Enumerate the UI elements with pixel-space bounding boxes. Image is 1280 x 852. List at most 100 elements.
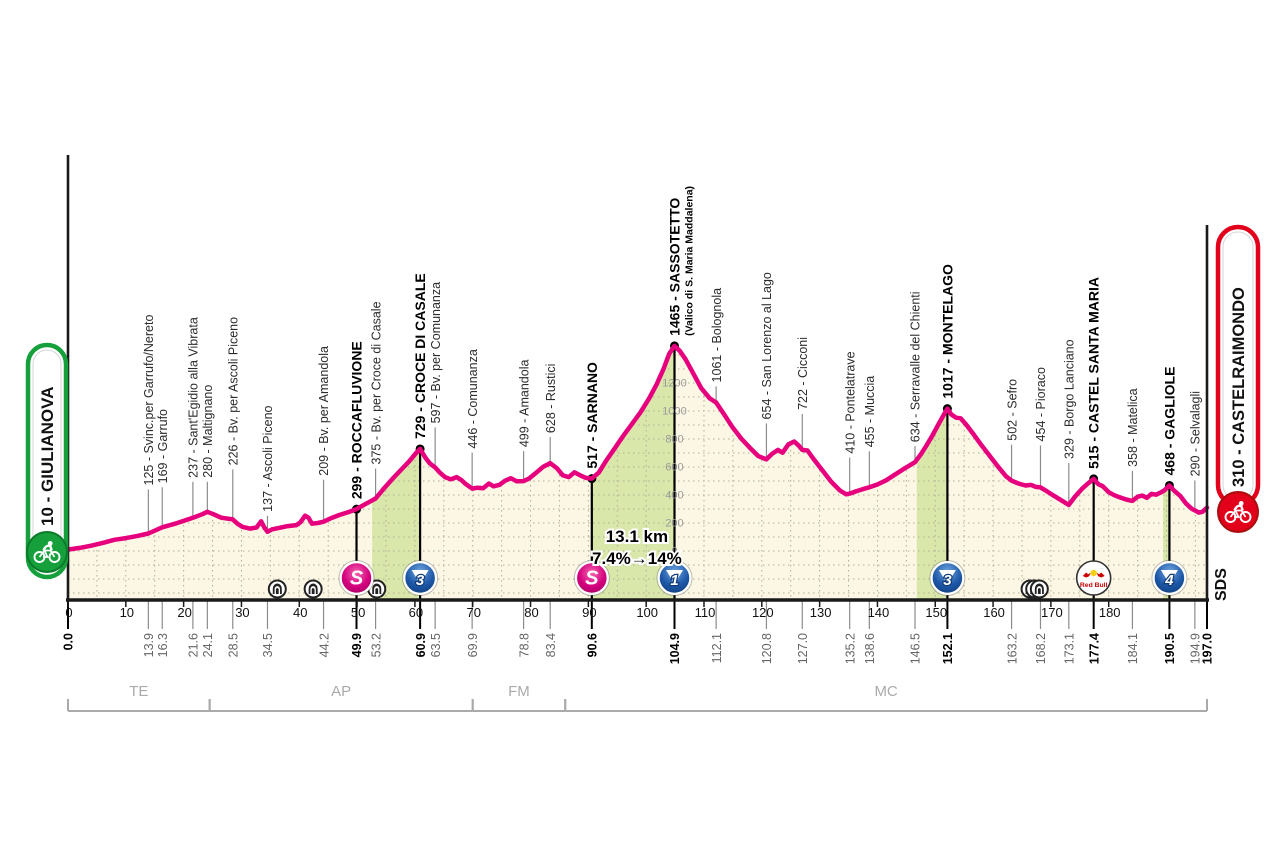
- waypoint-label: 654 - San Lorenzo al Lago: [760, 272, 774, 419]
- waypoint-label: 597 - Bv. per Comunanza: [429, 282, 443, 424]
- start-badge: 10 - GIULIANOVA: [25, 342, 69, 580]
- waypoint-label: 628 - Rustici: [544, 364, 558, 433]
- km-label: 190.5: [1163, 633, 1177, 664]
- km-label: 78.8: [517, 633, 531, 657]
- marker-sprint: S: [573, 560, 610, 596]
- km-label: 112.1: [710, 633, 724, 663]
- x-tick-label: 70: [466, 605, 480, 620]
- waypoint: 729 - CROCE DI CASALE 60.9: [412, 273, 428, 657]
- km-label: 138.6: [863, 633, 877, 664]
- km-label: 194.9: [1189, 633, 1203, 664]
- tunnels: [267, 579, 1049, 599]
- x-tick-label: 130: [810, 605, 832, 620]
- waypoint-label: 290 - Selvalagli: [1189, 391, 1203, 476]
- waypoint-label: 468 - GAGLIOLE: [1161, 367, 1177, 476]
- x-tick-label: 50: [351, 605, 365, 620]
- waypoint-label: 634 - Serravalle del Chienti: [909, 291, 923, 442]
- start-circle: [26, 531, 68, 573]
- waypoint: 628 - Rustici 83.4: [544, 364, 558, 658]
- waypoint: 446 - Comunanza 69.9: [466, 349, 480, 657]
- waypoint-label: 1465 - SASSOTETTO: [667, 198, 683, 336]
- waypoint: 410 - Pontelatrave 135.2: [843, 351, 857, 664]
- x-tick-label: 170: [1041, 605, 1063, 620]
- tunnel-icon: [303, 579, 323, 599]
- km-label: 49.9: [350, 633, 364, 657]
- province-label: FM: [508, 683, 530, 700]
- province-label: AP: [331, 683, 351, 700]
- kom-category-number: 1: [670, 572, 678, 589]
- km-label: 146.5: [909, 633, 923, 664]
- km-label: 90.6: [586, 633, 600, 657]
- climb-note: 13.1 km: [606, 527, 668, 546]
- x-tick-label: 150: [925, 605, 947, 620]
- kom-triangle: [411, 570, 429, 584]
- tunnel-icon: [267, 579, 287, 599]
- km-label: 24.1: [201, 633, 215, 657]
- finish-circle: [1217, 491, 1259, 533]
- start-town-label: 10 - GIULIANOVA: [38, 387, 57, 526]
- province-label: MC: [874, 683, 897, 700]
- start-badge-pill: [25, 342, 69, 580]
- waypoint: 597 - Bv. per Comunanza 63.5: [429, 282, 443, 657]
- waypoint-label: 280 - Maltignano: [201, 385, 215, 478]
- waypoint: 280 - Maltignano 24.1: [201, 385, 215, 658]
- redbull-label: Red Bull: [1080, 582, 1108, 589]
- redbull-sun: [1090, 569, 1097, 577]
- waypoint-label: 1061 - Bolognola: [710, 288, 724, 383]
- x-tick-label: 160: [983, 605, 1005, 620]
- waypoint: 358 - Matelica 184.1: [1126, 388, 1140, 664]
- elevation-scale-label: 800: [665, 434, 683, 446]
- waypoint-label: 722 - Cicconi: [796, 337, 810, 410]
- kom-triangle: [938, 570, 956, 584]
- x-tick-label: 80: [524, 605, 538, 620]
- km-label: 197.0: [1201, 633, 1215, 664]
- waypoint: 1465 - SASSOTETTO (Valico di S. Maria Mad…: [667, 186, 696, 664]
- elevation-scale-label: 1000: [662, 406, 686, 418]
- waypoint: 329 - Borgo Lanciano 173.1: [1063, 339, 1077, 664]
- waypoint-label: 375 - Bv. per Croce di Casale: [369, 301, 383, 464]
- x-tick-label: 40: [293, 605, 307, 620]
- x-tick-label: 90: [582, 605, 596, 620]
- sds-logo: SDS: [1213, 568, 1230, 601]
- waypoint-label: 226 - Bv. per Ascoli Piceno: [226, 317, 240, 466]
- km-label: 0.0: [62, 633, 76, 650]
- km-label: 168.2: [1034, 633, 1048, 664]
- waypoint: 722 - Cicconi 127.0: [796, 337, 810, 664]
- marker-cat1: 1: [656, 560, 693, 596]
- waypoint-label: 358 - Matelica: [1126, 388, 1140, 467]
- waypoint-label: 499 - Amandola: [517, 360, 531, 448]
- waypoint-label: 502 - Sefro: [1005, 379, 1019, 441]
- waypoint-label: 137 - Ascoli Piceno: [261, 405, 275, 511]
- waypoint: 468 - GAGLIOLE 190.5: [1161, 367, 1177, 665]
- x-tick-label: 110: [695, 605, 716, 620]
- km-label: 63.5: [429, 633, 443, 657]
- km-label: 135.2: [843, 633, 857, 664]
- waypoint-label: 729 - CROCE DI CASALE: [412, 273, 428, 439]
- km-label: 53.2: [369, 633, 383, 657]
- km-label: 60.9: [414, 633, 428, 657]
- x-ticks: 0 10 20 30 40 50 60 70 80 90 100 110 120 130 140 150 160…: [65, 600, 1121, 620]
- km-label: 173.1: [1063, 633, 1077, 664]
- km-label: 152.1: [941, 633, 955, 664]
- km-label: 120.8: [760, 633, 774, 664]
- kom-category-number: 4: [1164, 572, 1174, 589]
- waypoint-label: 410 - Pontelatrave: [843, 351, 857, 453]
- sprint-s-glyph: S: [350, 568, 364, 590]
- waypoint-label: 125 - Svinc.per Garrufo/Nereto: [142, 315, 156, 486]
- km-label: 13.9: [142, 633, 156, 657]
- km-label: 21.6: [187, 633, 201, 657]
- x-tick-label: 30: [235, 605, 249, 620]
- elevation-scale-label: 600: [665, 462, 683, 474]
- waypoint: 209 - Bv. per Amandola 44.2: [317, 346, 331, 657]
- province-label: TE: [129, 683, 148, 700]
- km-label: 69.9: [466, 633, 480, 657]
- x-tick-label: 100: [636, 605, 658, 620]
- waypoint: 290 - Selvalagli 194.9: [1189, 391, 1203, 664]
- waypoint: 125 - Svinc.per Garrufo/Nereto 13.9: [142, 315, 156, 658]
- elevation-scale-label: 400: [665, 490, 683, 502]
- waypoint-label: 299 - ROCCAFLUVIONE: [349, 341, 365, 499]
- kom-category-number: 3: [943, 572, 952, 589]
- waypoint-label: 515 - CASTEL SANTA MARIA: [1086, 277, 1102, 469]
